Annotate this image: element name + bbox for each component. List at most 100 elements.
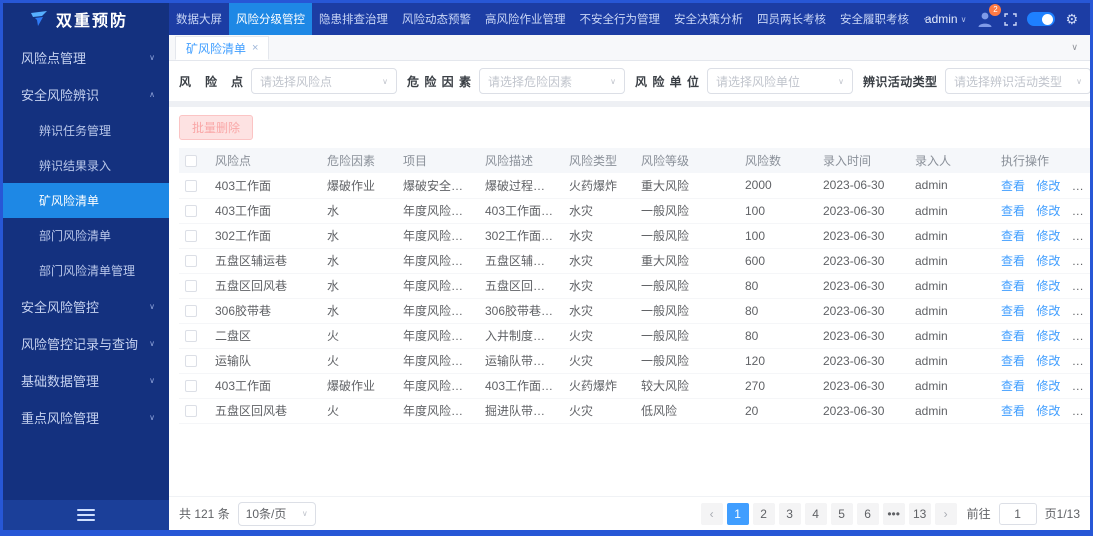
delete-link[interactable]: 删除 bbox=[1071, 229, 1090, 243]
view-link[interactable]: 查看 bbox=[1001, 304, 1026, 318]
gear-icon[interactable]: ⚙ bbox=[1065, 11, 1078, 27]
page-number-button[interactable]: 3 bbox=[778, 502, 801, 525]
sidebar-item[interactable]: 辨识任务管理 bbox=[3, 113, 169, 148]
delete-link[interactable]: 删除 bbox=[1071, 329, 1090, 343]
sidebar-item[interactable]: 重点风险管理 ∨ bbox=[3, 399, 169, 436]
view-link[interactable]: 查看 bbox=[1001, 178, 1026, 193]
filter-label: 风险点 bbox=[179, 74, 243, 89]
page-number-button[interactable]: ••• bbox=[882, 502, 905, 525]
theme-toggle[interactable] bbox=[1027, 12, 1056, 26]
filter-select[interactable]: 请选择风险单位 ∨ bbox=[707, 68, 853, 94]
delete-link[interactable]: 删除 bbox=[1071, 254, 1090, 268]
edit-link[interactable]: 修改 bbox=[1036, 279, 1061, 293]
top-nav-item[interactable]: 四员两长考核 bbox=[757, 14, 826, 26]
select-all-checkbox[interactable] bbox=[185, 155, 197, 168]
user-menu[interactable]: admin ∨ bbox=[925, 12, 967, 26]
cell-entry-user: admin bbox=[909, 223, 995, 249]
jump-suffix: 页1/13 bbox=[1044, 507, 1080, 521]
row-checkbox[interactable] bbox=[185, 405, 197, 418]
page-number-button[interactable]: 2 bbox=[752, 502, 775, 525]
row-checkbox[interactable] bbox=[185, 380, 197, 393]
row-checkbox-cell bbox=[179, 373, 209, 399]
edit-link[interactable]: 修改 bbox=[1036, 178, 1061, 193]
edit-link[interactable]: 修改 bbox=[1036, 204, 1061, 218]
top-nav-item[interactable]: 风险分级管控 bbox=[229, 3, 312, 35]
row-checkbox[interactable] bbox=[185, 230, 197, 243]
row-checkbox[interactable] bbox=[185, 255, 197, 268]
sidebar-collapse-button[interactable] bbox=[3, 500, 169, 530]
edit-link[interactable]: 修改 bbox=[1036, 379, 1061, 393]
top-nav-item[interactable]: 风险动态预警 bbox=[402, 14, 471, 26]
filter-select[interactable]: 请选择危险因素 ∨ bbox=[479, 68, 625, 94]
edit-link[interactable]: 修改 bbox=[1036, 304, 1061, 318]
delete-link[interactable]: 删除 bbox=[1071, 379, 1090, 393]
view-link[interactable]: 查看 bbox=[1001, 379, 1026, 393]
delete-link[interactable]: 删除 bbox=[1071, 404, 1090, 418]
cell-risk-type: 火灾 bbox=[563, 323, 635, 349]
page-size-select[interactable]: 10条/页 ∨ bbox=[237, 501, 316, 526]
page-number-button[interactable]: 5 bbox=[830, 502, 853, 525]
tab-mine-risk-list[interactable]: 矿风险清单 × bbox=[175, 36, 270, 60]
view-link[interactable]: 查看 bbox=[1001, 279, 1026, 293]
view-link[interactable]: 查看 bbox=[1001, 254, 1026, 268]
sidebar-item[interactable]: 风险管控记录与查询 ∨ bbox=[3, 325, 169, 362]
row-checkbox[interactable] bbox=[185, 180, 197, 193]
delete-link[interactable]: 删除 bbox=[1071, 204, 1090, 218]
top-nav-item[interactable]: 隐患排查治理 bbox=[319, 14, 388, 26]
edit-link[interactable]: 修改 bbox=[1036, 404, 1061, 418]
sidebar-item[interactable]: 部门风险清单 bbox=[3, 218, 169, 253]
row-checkbox[interactable] bbox=[185, 305, 197, 318]
edit-link[interactable]: 修改 bbox=[1036, 354, 1061, 368]
cell-actions: 查看 修改 删除 bbox=[995, 173, 1090, 199]
page-number-button[interactable]: 4 bbox=[804, 502, 827, 525]
notification-avatar[interactable]: 2 bbox=[976, 4, 1002, 28]
view-link[interactable]: 查看 bbox=[1001, 204, 1026, 218]
top-nav-item[interactable]: ··· bbox=[923, 13, 935, 25]
top-nav-item[interactable]: 安全决策分析 bbox=[674, 14, 743, 26]
row-checkbox[interactable] bbox=[185, 355, 197, 368]
batch-delete-button[interactable]: 批量删除 bbox=[179, 115, 254, 140]
cell-risk-type: 水灾 bbox=[563, 223, 635, 249]
row-checkbox[interactable] bbox=[185, 205, 197, 218]
page-number-button[interactable]: 13 bbox=[908, 502, 931, 525]
sidebar-item[interactable]: 部门风险清单管理 bbox=[3, 253, 169, 288]
top-nav-item[interactable]: 高风险作业管理 bbox=[485, 14, 566, 26]
filter-select[interactable]: 请选择风险点 ∨ bbox=[251, 68, 397, 94]
next-page-button[interactable]: › bbox=[934, 502, 957, 525]
view-link[interactable]: 查看 bbox=[1001, 354, 1026, 368]
tab-close-icon[interactable]: × bbox=[252, 42, 259, 54]
sidebar-item[interactable]: 基础数据管理 ∨ bbox=[3, 362, 169, 399]
view-link[interactable]: 查看 bbox=[1001, 329, 1026, 343]
top-nav-item[interactable]: 不安全行为管理 bbox=[579, 14, 661, 26]
cell-risk-value: 80 bbox=[739, 273, 817, 299]
sidebar-item[interactable]: 安全风险辨识 ∧ bbox=[3, 76, 169, 113]
prev-page-button[interactable]: ‹ bbox=[700, 502, 723, 525]
row-checkbox-cell bbox=[179, 348, 209, 374]
row-checkbox[interactable] bbox=[185, 330, 197, 343]
brand: 双重预防 bbox=[3, 3, 169, 35]
row-checkbox[interactable] bbox=[185, 280, 197, 293]
delete-link[interactable]: 删除 bbox=[1071, 279, 1090, 293]
delete-link[interactable]: 删除 bbox=[1071, 304, 1090, 318]
top-nav-item[interactable]: 安全履职考核 bbox=[840, 14, 909, 26]
table-header-cell: 录入时间 bbox=[817, 148, 909, 173]
top-nav-item[interactable]: 数据大屏 bbox=[176, 14, 222, 26]
sidebar-item[interactable]: 矿风险清单 bbox=[3, 183, 169, 218]
page-jump-input[interactable] bbox=[998, 502, 1037, 525]
edit-link[interactable]: 修改 bbox=[1036, 254, 1061, 268]
edit-link[interactable]: 修改 bbox=[1036, 229, 1061, 243]
view-link[interactable]: 查看 bbox=[1001, 404, 1026, 418]
delete-link[interactable]: 删除 bbox=[1071, 178, 1090, 193]
filter-select[interactable]: 请选择辨识活动类型 ∨ bbox=[945, 68, 1090, 94]
sidebar-item[interactable]: 风险点管理 ∨ bbox=[3, 39, 169, 76]
tabs-dropdown-icon[interactable]: ∨ bbox=[1071, 42, 1078, 52]
edit-link[interactable]: 修改 bbox=[1036, 329, 1061, 343]
fullscreen-icon[interactable] bbox=[1004, 12, 1018, 26]
page-number-button[interactable]: 6 bbox=[856, 502, 879, 525]
view-link[interactable]: 查看 bbox=[1001, 229, 1026, 243]
page-number-button[interactable]: 1 bbox=[726, 502, 749, 525]
sidebar-item[interactable]: 安全风险管控 ∨ bbox=[3, 288, 169, 325]
delete-link[interactable]: 删除 bbox=[1071, 354, 1090, 368]
sidebar-item[interactable]: 辨识结果录入 bbox=[3, 148, 169, 183]
cell-actions: 查看 修改 删除 bbox=[995, 223, 1090, 249]
